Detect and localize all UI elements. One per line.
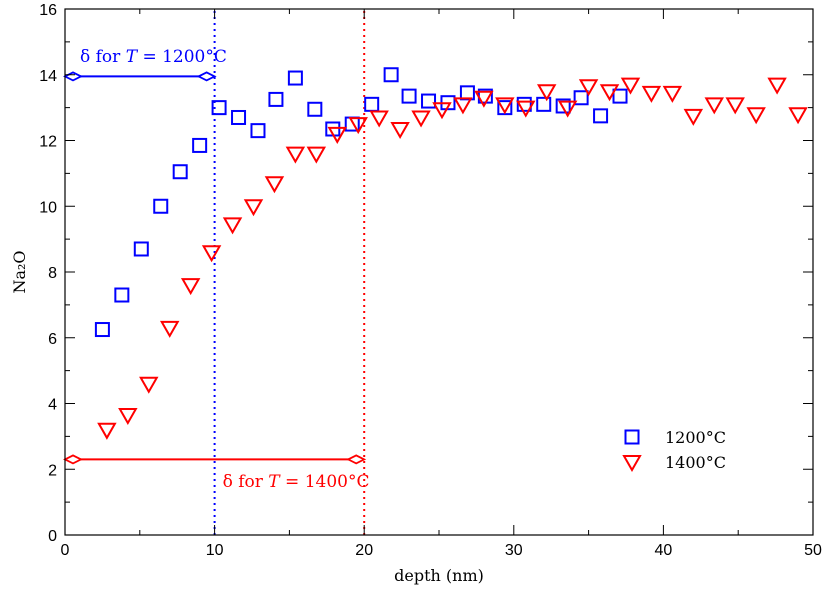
legend-marker-shape [622,455,642,473]
data-point-1200 [573,90,589,106]
data-point-1400 [474,90,494,108]
data-point-1200 [231,109,247,125]
x-axis-label: depth (nm) [394,566,484,585]
y-tick-label: 8 [48,265,57,282]
data-point-1400 [495,97,515,115]
y-axis-label: Na₂O [10,250,29,293]
x-tick-label: 20 [355,542,373,559]
data-point-1400 [327,126,347,144]
data-point-1200 [612,88,628,104]
axis-ticks [64,8,814,536]
data-point-1400 [411,110,431,128]
data-point-1400 [557,100,578,118]
data-point-1200 [250,123,266,139]
data-point-1400 [536,84,557,102]
data-point-1200 [555,98,571,114]
delta-arrows [62,71,367,465]
legend-label-1400: 1400°C [665,453,726,472]
y-tick-label: 4 [48,397,57,414]
arrow-head-left-delta1400 [62,454,84,465]
data-point-1400 [453,97,473,115]
data-point-1400 [243,199,264,217]
x-tick-label: 40 [655,542,673,559]
data-markers [94,67,808,440]
y-tick-label: 2 [48,462,57,479]
data-point-1400 [683,108,704,126]
data-point-1200 [307,101,323,117]
data-point-1400 [599,84,620,102]
data-point-1400 [767,77,787,95]
data-point-1400 [180,278,201,296]
annotation-delta-1200-suffix: = 1200°C [137,47,227,67]
y-tick-label: 10 [39,199,57,216]
annotation-delta-1200-prefix: δ for [80,47,126,67]
annotation-delta-1200-var: T [126,47,139,67]
annotation-delta-1400-var: T [268,472,281,492]
x-tick-label: 0 [61,542,70,559]
legend-marker-shape [624,429,640,445]
data-point-1400 [516,100,536,118]
annotation-delta-1400-prefix: δ for [223,472,269,492]
y-tick-label: 0 [48,528,57,545]
data-point-1400 [348,117,368,135]
data-point-1200 [364,96,380,112]
data-point-1400 [620,77,641,95]
data-point-1400 [725,97,745,115]
data-point-1200 [421,93,437,109]
data-point-1400 [159,320,180,338]
data-point-1400 [222,217,243,235]
data-point-1400 [578,79,599,97]
arrow-head-right-delta1400 [346,454,367,465]
legend-marker-1400 [622,455,642,473]
data-point-1200 [192,137,208,153]
tick-labels: 0 10 20 30 40 50 0 2 4 6 8 10 12 14 16 [39,2,822,559]
annotation-delta-1200: δ for T = 1200°C [80,47,227,67]
data-point-1200 [172,164,188,180]
data-point-1400 [369,110,389,128]
x-tick-label: 30 [505,542,523,559]
data-point-1200 [401,88,417,104]
data-point-1400 [390,121,410,140]
data-point-1400 [139,376,159,394]
data-point-1200 [153,198,169,214]
data-point-1200 [94,322,110,338]
data-point-1400 [788,107,808,125]
data-point-1400 [662,85,683,103]
data-point-1200 [593,108,609,124]
legend-label-1200: 1200°C [665,428,726,447]
data-point-1200 [133,241,149,257]
data-point-1400 [264,176,285,194]
data-point-1200 [211,100,227,116]
data-point-1400 [306,146,327,164]
y-tick-label: 6 [48,331,57,348]
data-point-1200 [287,70,303,86]
arrow-head-left-delta1200 [62,71,84,82]
vertical-markers [213,9,366,535]
annotation-delta-1400-suffix: = 1400°C [280,472,370,492]
data-point-1400 [746,107,766,125]
legend-marker-1200 [624,429,640,445]
data-point-1400 [201,245,222,263]
data-point-1400 [97,422,117,440]
annotation-delta-1400: δ for T = 1400°C [223,472,370,492]
data-point-1200 [383,67,399,83]
data-point-1400 [432,102,452,120]
data-point-1400 [285,146,306,164]
data-point-1200 [516,96,532,112]
legend: 1200°C 1400°C [622,428,726,473]
data-point-1200 [268,91,284,107]
x-tick-label: 10 [206,542,224,559]
data-point-1200 [114,287,130,303]
y-tick-label: 16 [39,2,57,19]
y-tick-label: 14 [39,68,57,85]
data-point-1200 [536,96,552,112]
y-tick-label: 12 [39,134,57,151]
data-point-1400 [118,408,138,426]
arrow-head-right-delta1200 [196,71,217,82]
data-point-1400 [704,97,724,115]
x-tick-label: 50 [804,542,822,559]
data-point-1400 [641,85,662,103]
